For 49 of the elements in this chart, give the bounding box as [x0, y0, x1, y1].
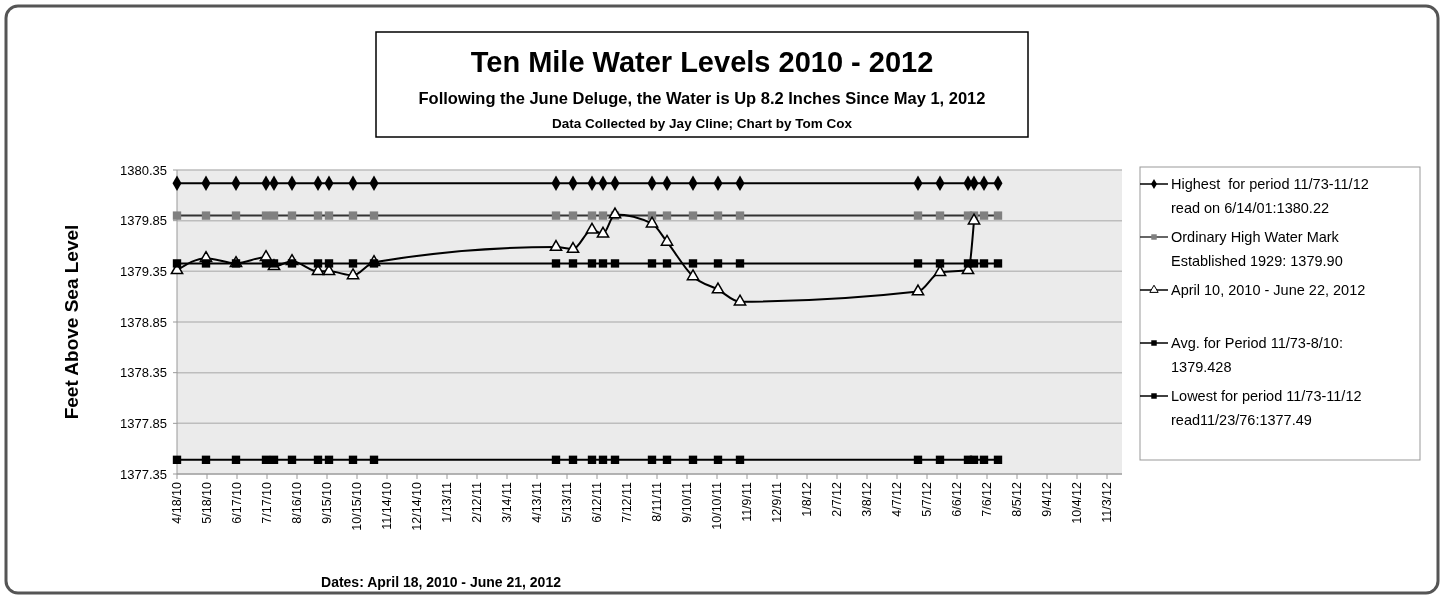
chart-title: Ten Mile Water Levels 2010 - 2012: [470, 46, 934, 78]
text: Data Collected by Jay Cline; Chart by Tom Cox: [552, 116, 853, 131]
y-axis-title: Feet Above Sea Level: [61, 224, 82, 420]
legend-label: Avg. for Period 11/73-8/10: 1379.428: [1171, 335, 1343, 376]
x-tick-label: 6/6/12: [950, 481, 965, 517]
x-tick-label: 12/14/10: [410, 481, 425, 531]
x-tick-label: 2/7/12: [830, 481, 845, 517]
x-tick-label: 1/13/11: [440, 481, 455, 523]
x-tick-label: 4/13/11: [530, 481, 545, 523]
legend-label: April 10, 2010 - June 22, 2012: [1171, 282, 1366, 299]
x-tick-label: 6/12/11: [590, 481, 605, 523]
y-tick-label: 1380.35: [120, 162, 167, 178]
x-tick-label: 7/17/10: [260, 481, 275, 524]
x-tick-label: 4/7/12: [890, 481, 905, 517]
y-tick-label: 1379.35: [120, 263, 167, 279]
x-tick-label: 3/14/11: [500, 481, 515, 523]
y-tick-label: 1378.85: [120, 314, 167, 330]
x-tick-label: 11/3/12: [1100, 481, 1115, 523]
x-tick-label: 9/10/11: [680, 481, 695, 523]
x-tick-label: 10/15/10: [350, 481, 365, 531]
legend-label: Ordinary High Water Mark Established 1929: 1379.90: [1171, 229, 1343, 270]
y-tick-label: 1378.35: [120, 365, 167, 381]
x-tick-label: 2/12/11: [470, 481, 485, 523]
x-tick-label: 6/17/10: [230, 481, 245, 524]
x-tick-label: 1/8/12: [800, 481, 815, 517]
y-tick-label: 1379.85: [120, 213, 167, 229]
x-tick-label: 5/7/12: [920, 481, 935, 517]
x-tick-label: 9/15/10: [320, 481, 335, 524]
legend-label: Lowest for period 11/73-11/12 read11/23/76:1377.49: [1171, 388, 1362, 429]
x-tick-label: 8/11/11: [650, 481, 665, 522]
chart-subtitle: Following the June Deluge, the Water is Up 8.2 Inches Since May 1, 2012: [418, 89, 986, 107]
x-tick-label: 10/4/12: [1070, 481, 1085, 524]
y-tick-label: 1377.85: [120, 415, 167, 431]
x-tick-label: 5/18/10: [200, 481, 215, 524]
y-tick-label: 1377.35: [120, 466, 167, 482]
x-tick-label: 5/13/11: [560, 481, 575, 523]
x-tick-label: 9/4/12: [1040, 481, 1055, 517]
x-tick-label: 10/10/11: [710, 481, 725, 530]
x-tick-label: 3/8/12: [860, 481, 875, 517]
x-tick-label: 12/9/11: [770, 481, 785, 523]
x-tick-label: 7/12/11: [620, 481, 635, 523]
x-axis-title: Dates: April 18, 2010 - June 21, 2012: [321, 574, 562, 590]
x-tick-label: 8/16/10: [290, 481, 305, 524]
x-tick-label: 11/9/11: [740, 481, 755, 522]
x-tick-label: 4/18/10: [170, 481, 185, 524]
legend-label: Highest for period 11/73-11/12 read on 6/14/01:1380.22: [1171, 176, 1369, 217]
x-tick-label: 11/14/10: [380, 481, 395, 530]
x-tick-label: 8/5/12: [1010, 481, 1025, 517]
x-tick-label: 7/6/12: [980, 481, 995, 517]
